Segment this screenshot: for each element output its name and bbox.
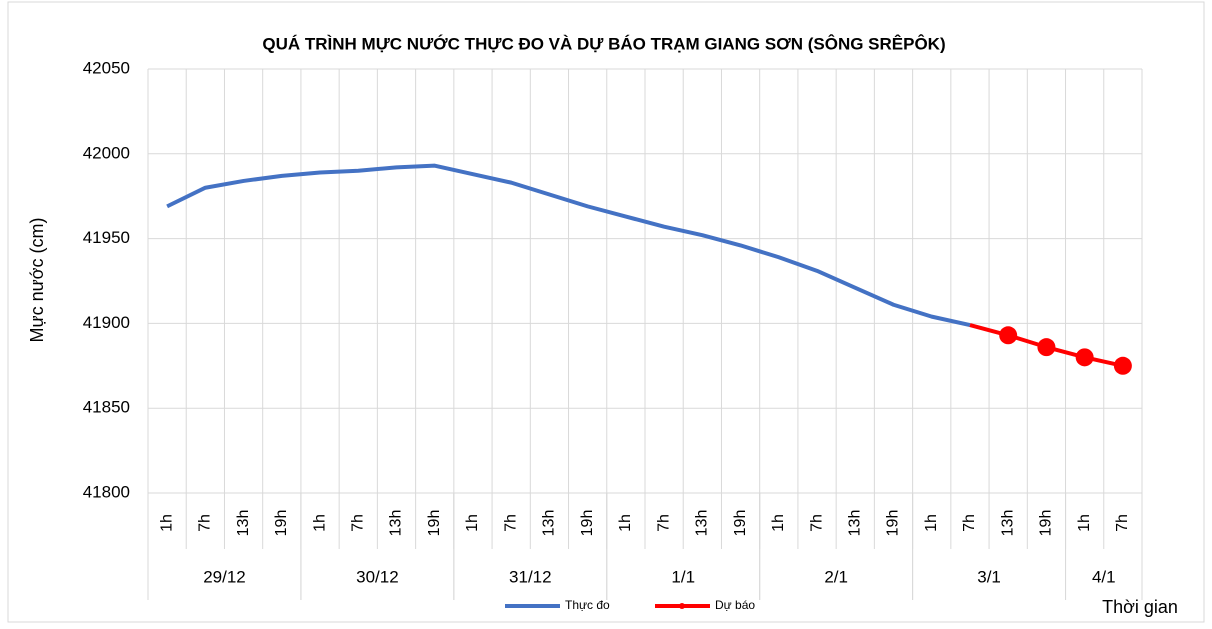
- x-tick-label: 7h: [1114, 514, 1131, 532]
- x-tick-label: 13h: [999, 510, 1016, 537]
- legend-marker: [679, 603, 685, 609]
- x-tick-label: 7h: [808, 514, 825, 532]
- x-tick-label: 13h: [235, 510, 252, 537]
- y-tick-label: 41800: [83, 482, 130, 501]
- x-tick-label: 7h: [197, 514, 214, 532]
- group-label: 3/1: [977, 567, 1001, 586]
- x-tick-label: 19h: [426, 510, 443, 537]
- x-tick-label: 13h: [388, 510, 405, 537]
- y-tick-label: 42050: [83, 58, 130, 77]
- x-tick-label: 7h: [349, 514, 366, 532]
- x-tick-label: 19h: [885, 510, 902, 537]
- y-tick-label: 41850: [83, 398, 130, 417]
- group-label: 1/1: [671, 567, 695, 586]
- group-label: 29/12: [203, 567, 246, 586]
- data-point: [1037, 338, 1056, 357]
- y-tick-label: 42000: [83, 143, 130, 162]
- y-axis-label: Mực nước (cm): [27, 218, 47, 343]
- group-label: 2/1: [824, 567, 848, 586]
- group-label: 4/1: [1092, 567, 1116, 586]
- x-tick-label: 7h: [655, 514, 672, 532]
- x-tick-label: 13h: [694, 510, 711, 537]
- series-line: [166, 163, 971, 328]
- x-tick-label: 1h: [311, 514, 328, 532]
- data-point: [999, 326, 1018, 345]
- x-tick-label: 19h: [273, 510, 290, 537]
- x-tick-label: 19h: [732, 510, 749, 537]
- x-tick-label: 1h: [158, 514, 175, 532]
- y-tick-label: 41950: [83, 228, 130, 247]
- x-tick-label: 7h: [961, 514, 978, 532]
- x-tick-label: 13h: [846, 510, 863, 537]
- x-tick-label: 7h: [502, 514, 519, 532]
- legend-label: Dự báo: [715, 598, 755, 612]
- x-tick-label: 1h: [617, 514, 634, 532]
- x-tick-label: 13h: [541, 510, 558, 537]
- x-tick-label: 19h: [579, 510, 596, 537]
- x-axis-label: Thời gian: [1102, 597, 1178, 617]
- group-label: 31/12: [509, 567, 552, 586]
- chart-frame: [7, 1, 1205, 623]
- data-point: [1113, 356, 1132, 375]
- legend-label: Thực đo: [565, 598, 610, 612]
- x-tick-label: 1h: [464, 514, 481, 532]
- data-point: [1075, 348, 1094, 367]
- x-tick-label: 1h: [1076, 514, 1093, 532]
- x-tick-label: 1h: [770, 514, 787, 532]
- chart-title: QUÁ TRÌNH MỰC NƯỚC THỰC ĐO VÀ DỰ BÁO TRẠ…: [262, 34, 945, 53]
- group-label: 30/12: [356, 567, 399, 586]
- x-tick-label: 1h: [923, 514, 940, 532]
- x-tick-label: 19h: [1038, 510, 1055, 537]
- y-tick-label: 41900: [83, 313, 130, 332]
